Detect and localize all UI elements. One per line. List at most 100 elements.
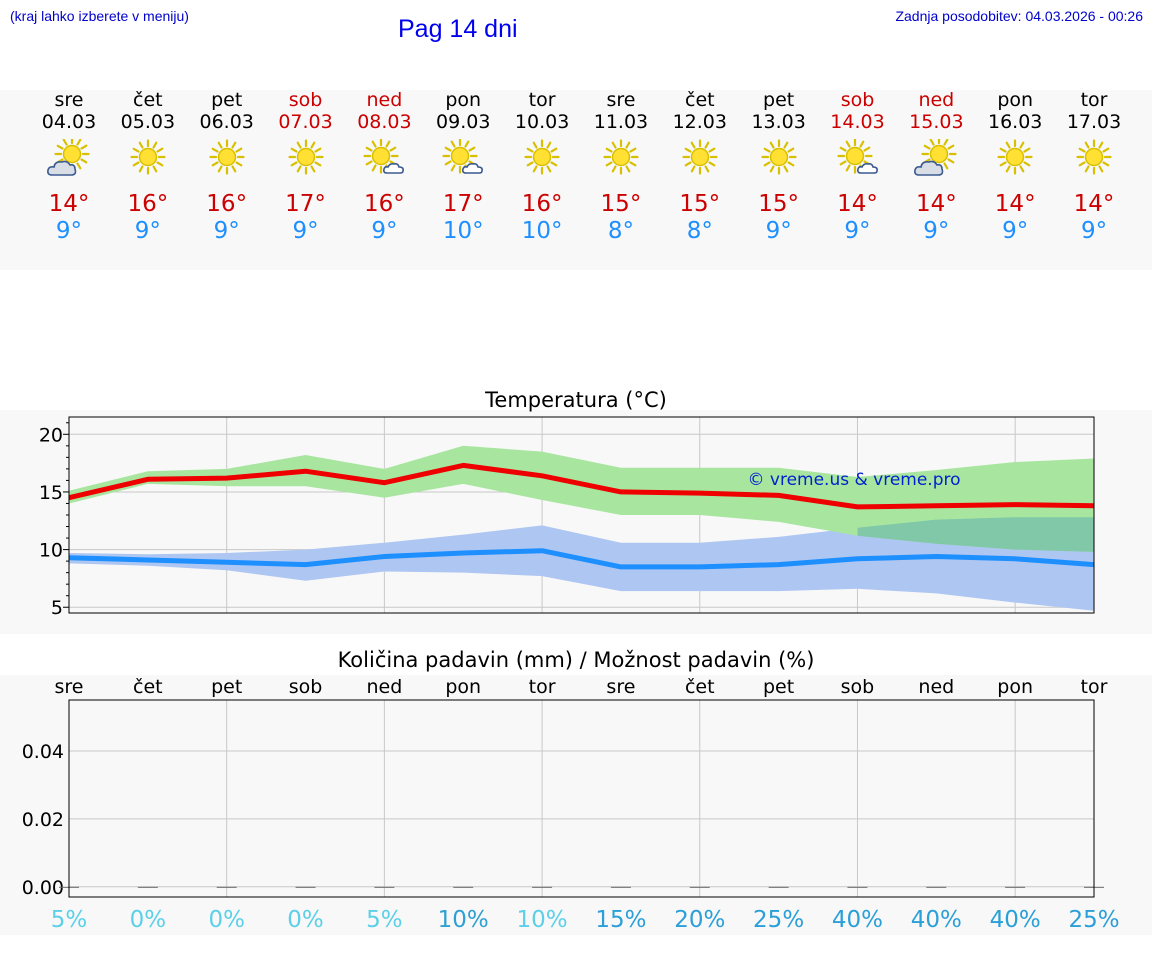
sun-cloud-icon bbox=[898, 139, 974, 179]
x-tick-label: ned bbox=[366, 676, 402, 698]
plot-frame bbox=[68, 699, 1095, 898]
min-temperature-band bbox=[69, 517, 1094, 611]
max-temperature: 16° bbox=[521, 191, 563, 217]
precipitation-probability: 0% bbox=[208, 907, 245, 933]
min-temperature: 9° bbox=[292, 218, 319, 244]
precipitation-probability: 10% bbox=[517, 907, 568, 933]
sun-icon bbox=[268, 139, 344, 179]
max-temperature: 14° bbox=[915, 191, 957, 217]
precipitation-probability: 40% bbox=[990, 907, 1041, 933]
page-title: Pag 14 dni bbox=[398, 15, 518, 43]
day-date: 13.03 bbox=[751, 111, 806, 133]
sun-icon bbox=[110, 139, 186, 179]
day-name: ned bbox=[918, 89, 955, 111]
forecast-day: tor 10.03 16° 10° bbox=[504, 89, 580, 245]
max-temperature: 15° bbox=[758, 191, 800, 217]
forecast-day: čet 05.03 16° 9° bbox=[110, 89, 186, 245]
precipitation-chart-title: Količina padavin (mm) / Možnost padavin … bbox=[337, 648, 815, 672]
precipitation-probability: 25% bbox=[753, 907, 804, 933]
day-date: 11.03 bbox=[593, 111, 649, 133]
x-tick-label: sre bbox=[55, 676, 84, 698]
sun-small-cloud-icon bbox=[820, 139, 896, 179]
min-temperature: 9° bbox=[213, 218, 240, 244]
day-date: 08.03 bbox=[357, 111, 412, 133]
day-name: čet bbox=[685, 89, 715, 111]
min-temperature: 9° bbox=[1080, 218, 1108, 244]
max-temperature: 14° bbox=[48, 191, 90, 217]
forecast-day: sre 04.03 14° 9° bbox=[31, 89, 107, 245]
sun-icon bbox=[583, 139, 659, 179]
y-tick-label: 0.00 bbox=[22, 877, 64, 899]
precipitation-probability: 20% bbox=[674, 907, 725, 933]
day-date: 15.03 bbox=[909, 111, 964, 133]
watermark: © vreme.us & vreme.pro bbox=[747, 470, 960, 490]
y-tick-label: 10 bbox=[39, 540, 63, 562]
precipitation-chart: 0.00 0.02 0.04 sre 5% čet 0% pet 0% sob 0% ned 5% pon… bbox=[22, 676, 1120, 933]
forecast-day: sre 11.03 15° 8° bbox=[583, 89, 659, 245]
day-name: sob bbox=[840, 89, 875, 111]
min-temperature: 9° bbox=[134, 218, 161, 244]
day-name: ned bbox=[366, 89, 403, 111]
precipitation-bar bbox=[295, 886, 316, 888]
plot-area bbox=[69, 700, 1094, 897]
forecast-day: ned 15.03 14° 9° bbox=[898, 89, 974, 245]
sun-icon bbox=[662, 139, 738, 179]
x-tick-label: čet bbox=[133, 676, 163, 698]
day-date: 09.03 bbox=[436, 111, 491, 133]
x-tick-label: ned bbox=[918, 676, 954, 698]
day-name: pet bbox=[763, 89, 795, 111]
x-tick-label: sob bbox=[289, 676, 323, 698]
min-temperature-line bbox=[68, 548, 1095, 570]
max-temperature: 15° bbox=[679, 191, 721, 217]
min-temperature: 9° bbox=[765, 218, 792, 244]
sun-icon bbox=[189, 139, 265, 179]
precipitation-bar bbox=[610, 886, 631, 888]
precipitation-probability: 5% bbox=[366, 907, 403, 933]
x-tick-label: pon bbox=[445, 676, 481, 698]
location-hint: (kraj lahko izberete v meniju) bbox=[10, 8, 189, 24]
x-tick-label: pet bbox=[211, 676, 242, 698]
day-name: sre bbox=[54, 89, 84, 111]
day-name: tor bbox=[528, 89, 556, 111]
x-tick-label: sre bbox=[606, 676, 635, 698]
sun-icon bbox=[504, 139, 580, 179]
x-tick-label: pon bbox=[997, 676, 1033, 698]
sun-icon bbox=[977, 139, 1053, 179]
precipitation-bar bbox=[453, 886, 474, 888]
x-tick-label: pet bbox=[763, 676, 794, 698]
precipitation-bar bbox=[532, 886, 553, 888]
max-temperature-line bbox=[68, 462, 1095, 510]
sun-small-cloud-icon bbox=[346, 139, 422, 179]
day-date: 12.03 bbox=[672, 111, 727, 133]
day-date: 04.03 bbox=[41, 111, 97, 133]
day-date: 16.03 bbox=[987, 111, 1043, 133]
day-name: sre bbox=[606, 89, 636, 111]
min-temperature: 9° bbox=[55, 218, 83, 244]
y-tick-label: 20 bbox=[39, 424, 63, 446]
max-temperature: 16° bbox=[364, 191, 405, 217]
day-date: 10.03 bbox=[514, 111, 570, 133]
forecast-day: pon 09.03 17° 10° bbox=[425, 89, 501, 245]
day-name: pon bbox=[997, 89, 1034, 111]
last-updated: Zadnja posodobitev: 04.03.2026 - 00:26 bbox=[895, 8, 1143, 24]
forecast-day: pet 06.03 16° 9° bbox=[189, 89, 265, 245]
day-date: 06.03 bbox=[199, 111, 254, 133]
precipitation-bar bbox=[847, 886, 868, 888]
plot-frame bbox=[68, 416, 1095, 614]
x-tick-label: tor bbox=[529, 676, 556, 698]
precipitation-bar bbox=[926, 886, 947, 888]
precipitation-bar bbox=[768, 886, 789, 888]
day-date: 05.03 bbox=[120, 111, 176, 133]
min-temperature: 8° bbox=[607, 218, 634, 244]
day-name: čet bbox=[133, 89, 163, 111]
max-temperature: 17° bbox=[442, 191, 484, 217]
sun-cloud-icon bbox=[31, 139, 107, 179]
precipitation-bar bbox=[216, 886, 237, 888]
forecast-day: ned 08.03 16° 9° bbox=[346, 89, 422, 245]
max-temperature: 14° bbox=[1073, 191, 1115, 217]
day-name: tor bbox=[1080, 89, 1108, 111]
forecast-day: sob 07.03 17° 9° bbox=[268, 89, 344, 245]
precipitation-probability: 25% bbox=[1068, 907, 1119, 933]
day-name: sob bbox=[288, 89, 323, 111]
precipitation-probability: 0% bbox=[130, 907, 167, 933]
